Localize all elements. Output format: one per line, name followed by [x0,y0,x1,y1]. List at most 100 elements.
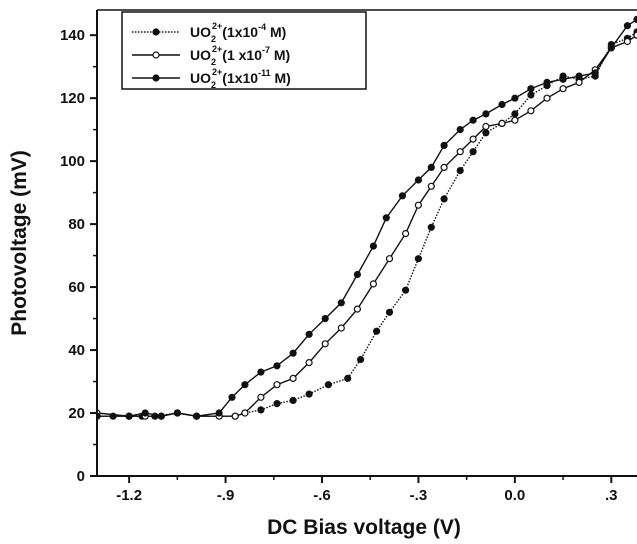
legend-entry-2: UO22+(1 x10-7 M) [132,44,290,67]
legend-frame [121,11,367,90]
series-2-point [498,119,506,128]
series-2-point [257,393,265,401]
series-3-point [257,368,265,376]
series-3 [97,15,637,420]
series-2-point [289,374,297,382]
series-2-point [633,31,637,39]
series-1-point [427,223,435,231]
legend-marker [152,51,160,59]
series-layer [97,15,637,420]
series-2-point [456,148,464,156]
series-3-point [498,100,506,109]
series-3-point [193,412,201,420]
legend-marker [152,28,160,36]
series-1-point [456,167,464,175]
series-3-point [125,412,133,420]
series-3-point [273,362,281,370]
y-tick-label: 100 [60,153,85,170]
legend-label: UO22+(1x10-11 M) [190,67,291,90]
legend-label: UO22+(1 x10-7 M) [190,44,290,67]
series-3-point [173,409,181,417]
series-3-point [456,126,464,134]
series-3-point [228,393,236,401]
series-1-point [385,308,394,316]
series-1-point [527,91,535,99]
series-3-point [215,409,223,417]
legend: UO22+(1x10-4 M)UO22+(1 x10-7 M)UO22+(1x1… [121,11,367,90]
series-3-point [241,381,249,389]
series-3-point [321,315,329,323]
series-3-point [427,163,435,171]
series-1-point [482,129,490,137]
series-3-point [398,192,406,200]
y-tick-label: 120 [60,90,85,107]
series-2-point [321,340,329,348]
series-1-point [305,390,313,398]
series-3-point [591,69,599,77]
y-tick-label: 80 [68,216,85,233]
y-tick-label: 0 [77,468,85,485]
series-2-point [402,230,410,238]
series-3-point [337,299,345,307]
series-1-point [357,355,365,364]
series-2-point [414,201,422,209]
series-3-point [469,116,477,124]
series-3-point [157,412,165,420]
series-2-point [482,122,490,131]
series-2-point [511,116,519,124]
series-3-point [575,72,583,80]
series-1-point [414,255,422,263]
y-tick-label: 40 [68,342,85,359]
series-3-point [527,85,535,93]
x-tick-label: -.6 [313,487,331,504]
series-2-point [623,37,632,46]
series-3-point [559,75,567,83]
series-3-point [633,15,637,23]
x-tick-label: 0.0 [504,487,525,504]
series-3-point [543,78,551,87]
series-3-point [369,242,377,250]
x-tick-label: -1.2 [116,487,142,504]
series-2-point [469,135,477,143]
series-3-point [353,270,361,279]
x-tick-label: -.9 [217,487,235,504]
series-1-point [273,400,281,408]
legend-entry-3: UO22+(1x10-11 M) [132,67,291,90]
x-axis-title: DC Bias voltage (V) [267,516,461,539]
x-tick-label: .3 [605,487,618,504]
series-1-point [402,286,410,294]
series-2-line [97,34,637,417]
tick-layer: -1.2 -.9 -.6 -.3 0.0 .3 0 20 40 60 80 100 120 140 [60,27,618,504]
series-2-point [241,409,249,417]
series-2-point [527,107,535,115]
series-1-point [324,381,332,389]
series-2 [97,31,637,420]
series-3-point [289,349,297,357]
series-3-point [305,330,313,338]
series-3-point [623,22,632,30]
series-1-point [469,148,477,156]
series-2-point [305,359,313,367]
series-2-point [337,324,345,332]
series-1-point [257,406,265,414]
series-1-point [373,327,381,335]
series-2-point [543,94,551,102]
series-2-point [369,280,377,288]
series-3-point [511,94,519,102]
series-1-point [344,374,352,382]
series-3-point [141,409,149,417]
series-1-point [511,110,519,118]
series-3-point [440,141,448,149]
series-2-point [385,255,394,263]
series-2-point [273,381,281,389]
series-3-point [414,176,422,184]
legend-label: UO22+(1x10-4 M) [190,21,286,44]
series-3-point [607,44,615,52]
series-2-point [427,182,435,190]
series-2-point [353,305,361,313]
series-3-point [482,110,490,118]
series-2-point [231,412,239,420]
legend-entry-1: UO22+(1x10-4 M) [132,21,286,44]
x-tick-label: -.3 [410,487,428,504]
